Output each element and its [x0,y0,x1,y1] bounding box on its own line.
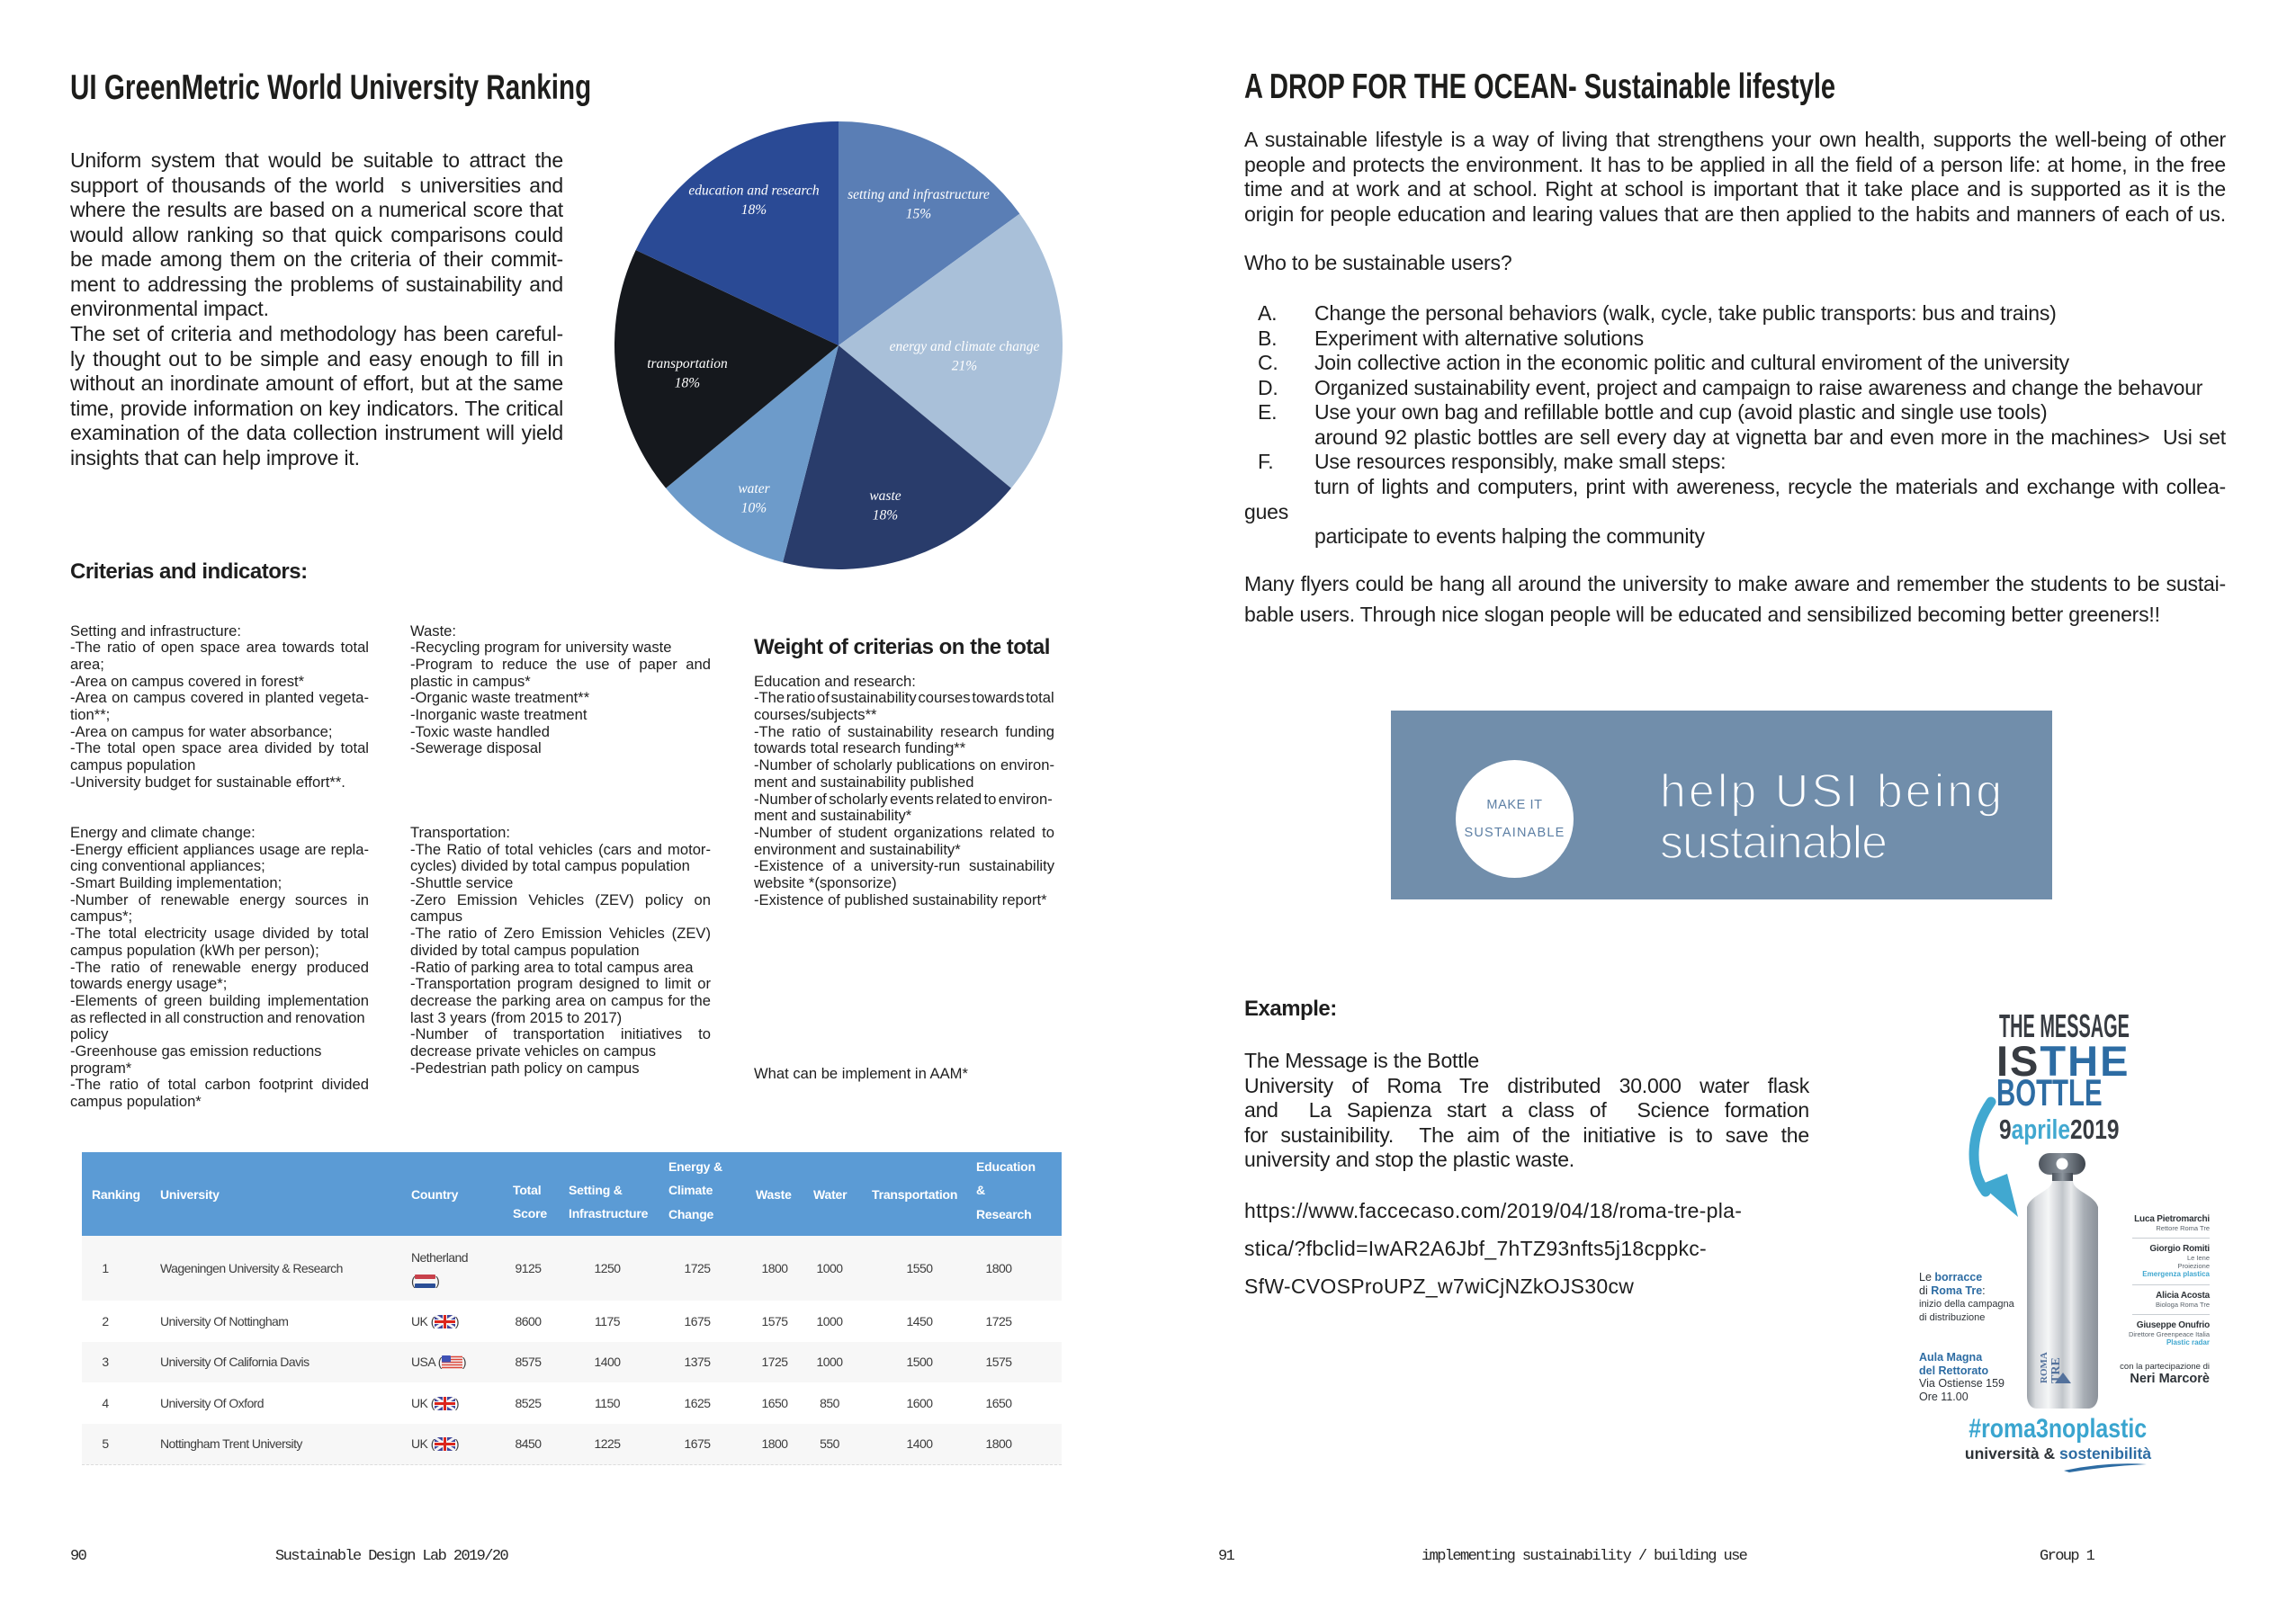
svg-text:transportation: transportation [647,356,728,371]
svg-text:education and research: education and research [688,183,819,199]
svg-text:18%: 18% [873,508,899,523]
svg-text:energy and climate change: energy and climate change [890,339,1040,354]
svg-text:18%: 18% [675,376,701,391]
svg-text:18%: 18% [741,202,767,218]
svg-text:TRE: TRE [2049,1357,2063,1383]
svg-text:10%: 10% [741,501,767,516]
svg-text:setting and infrastructure: setting and infrastructure [848,187,990,202]
svg-text:21%: 21% [952,359,978,374]
svg-text:waste: waste [869,488,901,504]
svg-text:15%: 15% [906,207,932,222]
svg-text:water: water [738,481,770,496]
svg-text:ROMA: ROMA [2039,1352,2049,1383]
